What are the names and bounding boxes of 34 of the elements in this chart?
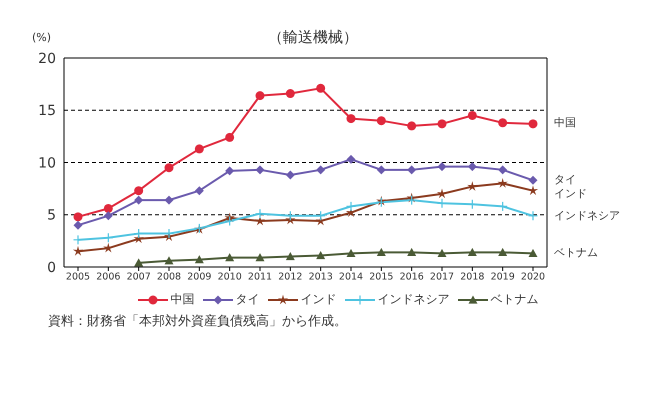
text: タイ	[554, 172, 576, 186]
y-tick-label: 20	[38, 50, 56, 67]
y-tick-label: 15	[38, 103, 56, 120]
x-tick-label: 2013	[308, 272, 333, 283]
legend-label: インド	[300, 291, 336, 308]
legend-label: インドネシア	[378, 291, 450, 308]
x-tick-label: 2005	[66, 272, 90, 283]
x-tick-label: 2009	[187, 272, 212, 283]
x-tick-label: 2014	[338, 272, 364, 283]
text: 資料：財務省「本邦対外資産負債残高」から作成。	[47, 313, 348, 330]
x-tick-label: 2015	[369, 272, 394, 283]
y-tick-label: 0	[47, 260, 56, 276]
x-tick-label: 2006	[96, 272, 120, 283]
x-tick-label: 2019	[490, 272, 515, 283]
y-axis-title: (%)	[32, 31, 52, 44]
x-tick-label: 2010	[218, 272, 242, 283]
text: インドネシア	[554, 208, 620, 222]
legend-label: 中国	[170, 291, 194, 308]
legend-label: タイ	[236, 291, 260, 308]
y-tick-label: 5	[47, 208, 56, 224]
x-tick-label: 2016	[400, 272, 424, 283]
chart-title: （輸送機械）	[268, 28, 358, 46]
x-tick-label: 2011	[248, 272, 272, 283]
text: ベトナム	[554, 246, 598, 260]
x-tick-label: 2020	[520, 272, 546, 283]
y-tick-label: 10	[38, 155, 56, 172]
x-tick-label: 2007	[126, 272, 151, 283]
text: インド	[554, 186, 587, 200]
x-tick-label: 2012	[278, 272, 302, 283]
x-tick-label: 2018	[460, 272, 484, 283]
text: 中国	[554, 116, 576, 130]
x-tick-label: 2017	[430, 272, 454, 283]
legend-label: ベトナム	[490, 291, 538, 308]
x-tick-label: 2008	[156, 272, 182, 283]
